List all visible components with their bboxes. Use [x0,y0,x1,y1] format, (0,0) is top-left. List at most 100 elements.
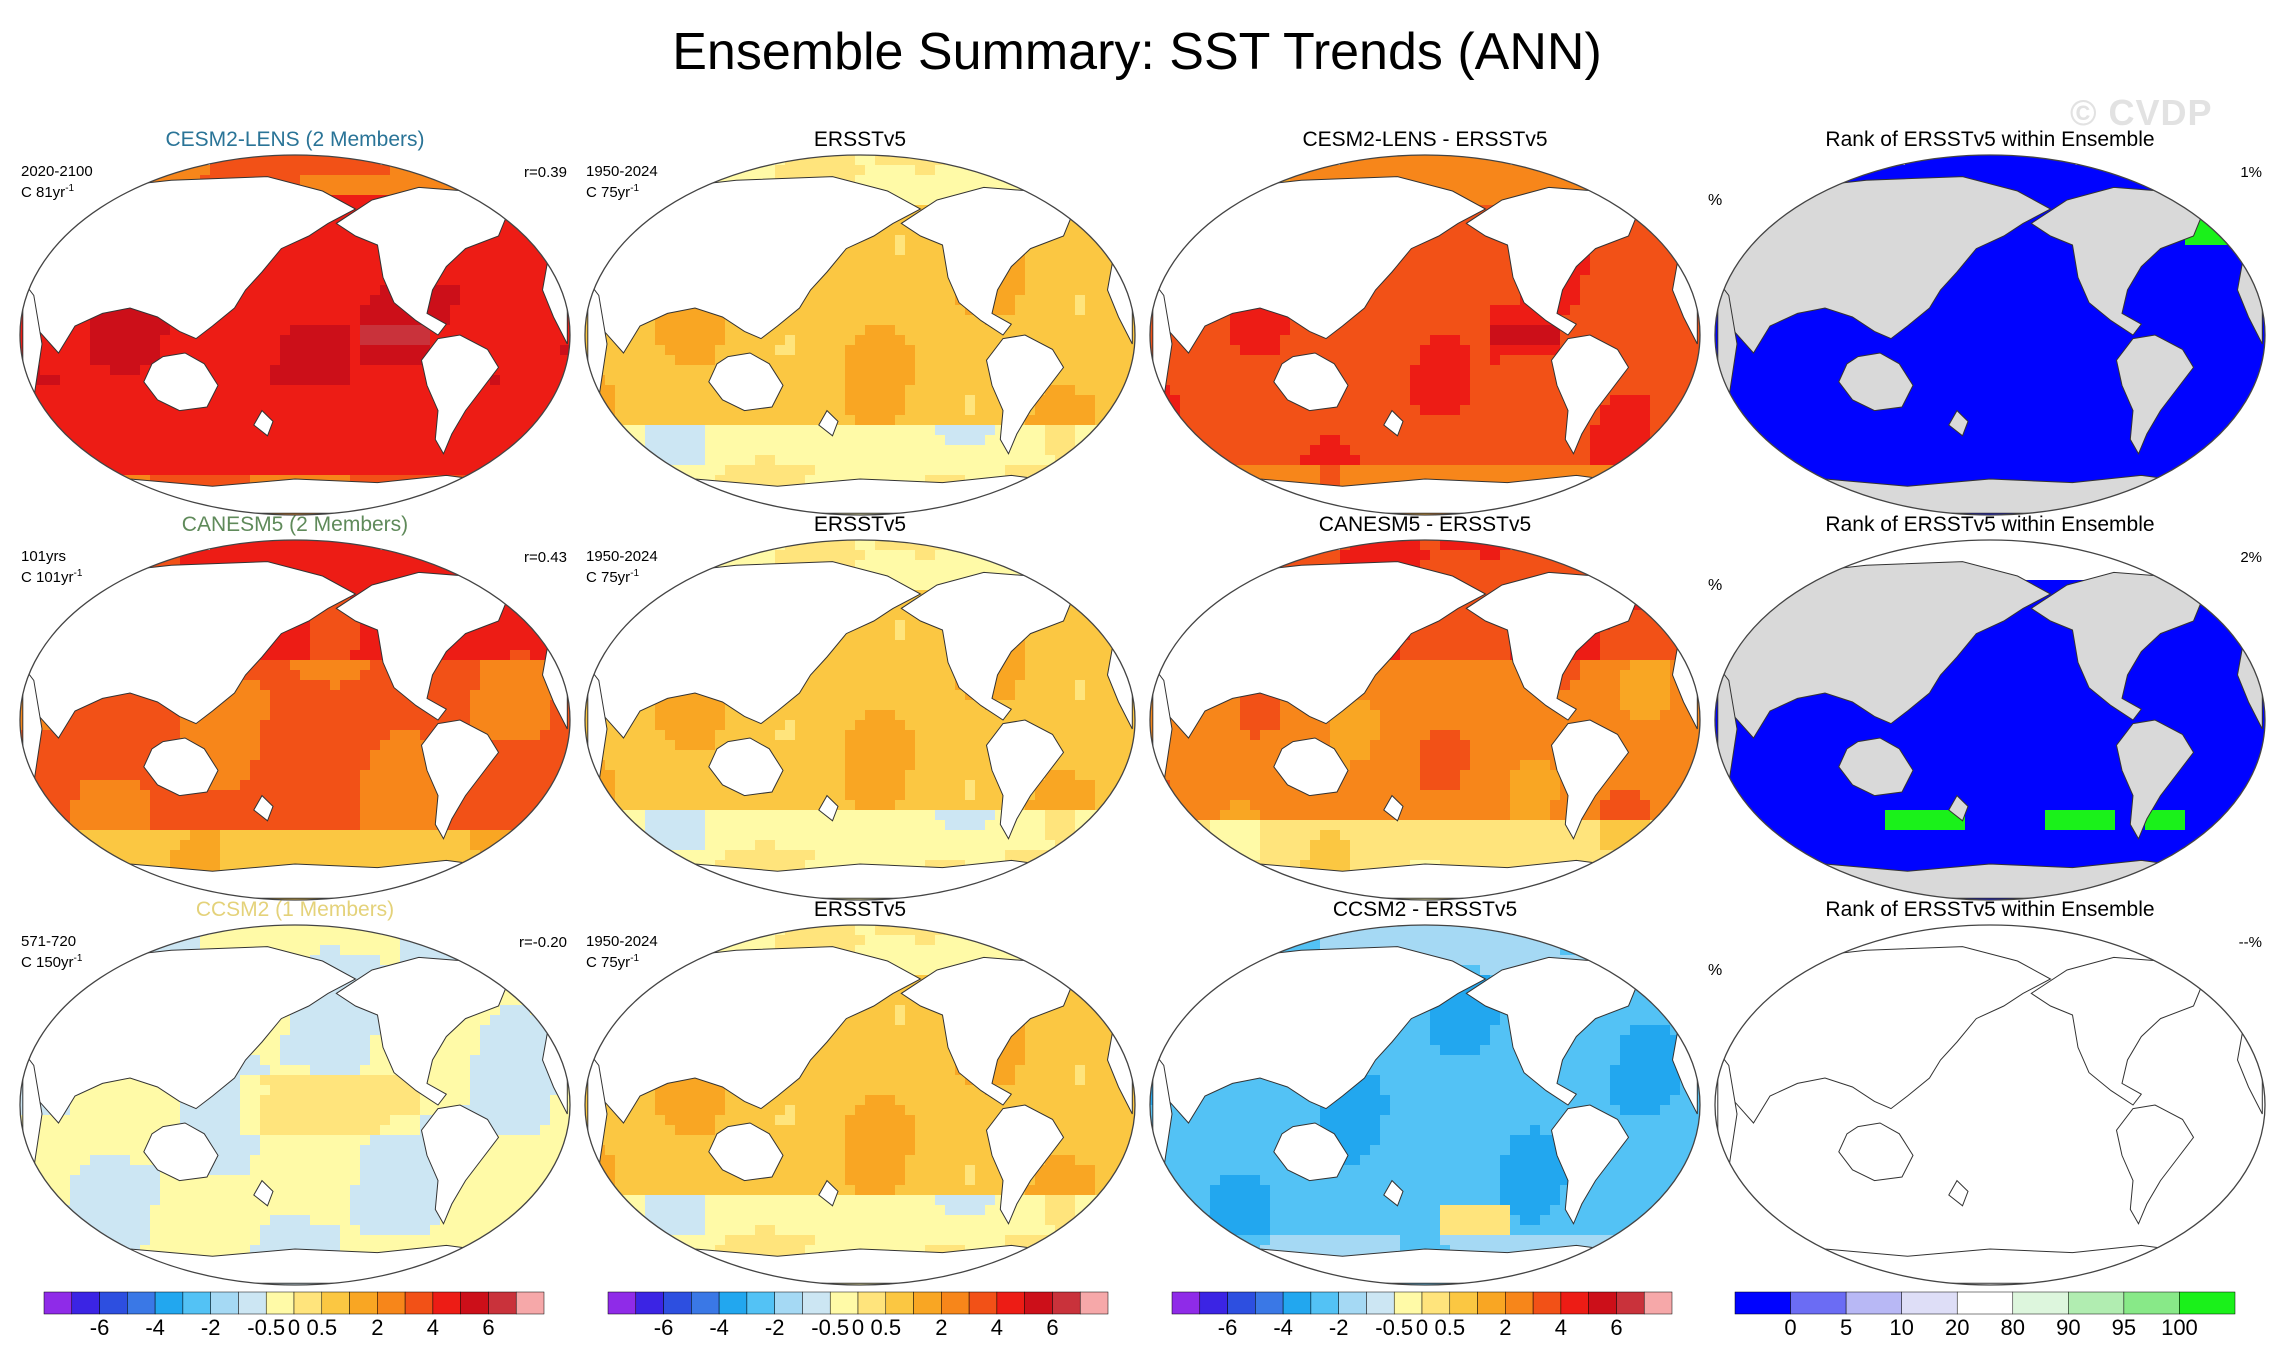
ocean-cell [230,415,241,426]
ocean-cell [390,355,401,366]
ocean-cell [260,285,271,296]
ocean-cell [60,385,71,396]
ocean-cell [60,395,71,406]
ocean-cell [1055,405,1066,416]
ocean-cell [250,335,261,346]
ocean-cell [130,465,141,476]
ocean-cell [1580,265,1591,276]
ocean-cell [1660,415,1671,426]
ocean-cell [1470,245,1481,256]
ocean-cell [500,245,511,256]
ocean-cell [1975,175,1986,186]
ocean-cell [1250,425,1261,436]
ocean-cell [1640,355,1651,366]
ocean-cell [300,315,311,326]
ocean-cell [120,465,131,476]
ocean-cell [1550,335,1561,346]
ocean-cell [240,445,251,456]
ocean-cell [825,275,836,286]
ocean-cell [1370,375,1381,386]
ocean-cell [1370,165,1381,176]
ocean-cell [1650,345,1661,356]
ocean-cell [975,435,986,446]
ocean-cell [1015,285,1026,296]
ocean-cell [100,465,111,476]
ocean-cell [1025,255,1036,266]
ocean-cell [985,455,996,466]
ocean-cell [1570,285,1581,296]
ocean-cell [50,365,61,376]
ocean-cell [645,405,656,416]
ocean-cell [1560,335,1571,346]
ocean-cell [490,415,501,426]
ocean-cell [260,375,271,386]
ocean-cell [1200,345,1211,356]
ocean-cell [1330,455,1341,466]
ocean-cell [865,405,876,416]
ocean-cell [675,405,686,416]
ocean-cell [1270,405,1281,416]
ocean-cell [765,165,776,176]
ocean-cell [1480,265,1491,276]
ocean-cell [1510,285,1521,296]
ocean-cell [1560,285,1571,296]
ocean-cell [40,345,51,356]
ocean-cell [160,425,171,436]
ocean-cell [1210,365,1221,376]
ocean-cell [500,305,511,316]
ocean-cell [1270,445,1281,456]
ocean-cell [875,455,886,466]
ocean-cell [1490,375,1501,386]
ocean-cell [520,405,531,416]
ocean-cell [230,165,241,176]
ocean-cell [1380,315,1391,326]
ocean-cell [1440,345,1451,356]
landmass-antarctica [22,474,568,514]
ocean-cell [755,465,766,476]
ocean-cell [1310,465,1321,476]
ocean-cell [885,415,896,426]
ocean-cell [905,275,916,286]
ocean-cell [915,245,926,256]
ocean-cell [130,325,141,336]
ocean-cell [1065,405,1076,416]
ocean-cell [905,445,916,456]
ocean-cell [805,465,816,476]
ocean-cell [825,365,836,376]
ocean-cell [855,305,866,316]
ocean-cell [260,165,271,176]
ocean-cell [645,395,656,406]
ocean-cell [1300,445,1311,456]
ocean-cell [885,295,896,306]
ocean-cell [725,405,736,416]
ocean-cell [1490,455,1501,466]
ocean-cell [1560,295,1571,306]
ocean-cell [745,475,756,486]
ocean-cell [1480,285,1491,296]
ocean-cell [340,395,351,406]
ocean-cell [1350,365,1361,376]
ocean-cell [785,475,796,486]
ocean-cell [330,355,341,366]
ocean-cell [90,415,101,426]
ocean-cell [665,435,676,446]
ocean-cell [905,435,916,446]
ocean-cell [1440,405,1451,416]
ocean-cell [925,325,936,336]
ocean-cell [1430,265,1441,276]
ocean-cell [925,345,936,356]
landmass-greenland [1622,176,1663,217]
ocean-cell [340,165,351,176]
ocean-cell [270,445,281,456]
ocean-cell [1250,445,1261,456]
ocean-cell [1410,445,1421,456]
ocean-cell [1430,335,1441,346]
ocean-cell [955,385,966,396]
ocean-cell [875,155,886,166]
ocean-cell [1410,395,1421,406]
ocean-cell [655,325,666,336]
ocean-cell [1470,295,1481,306]
ocean-cell [500,435,511,446]
ocean-cell [1065,355,1076,366]
ocean-cell [1230,355,1241,366]
